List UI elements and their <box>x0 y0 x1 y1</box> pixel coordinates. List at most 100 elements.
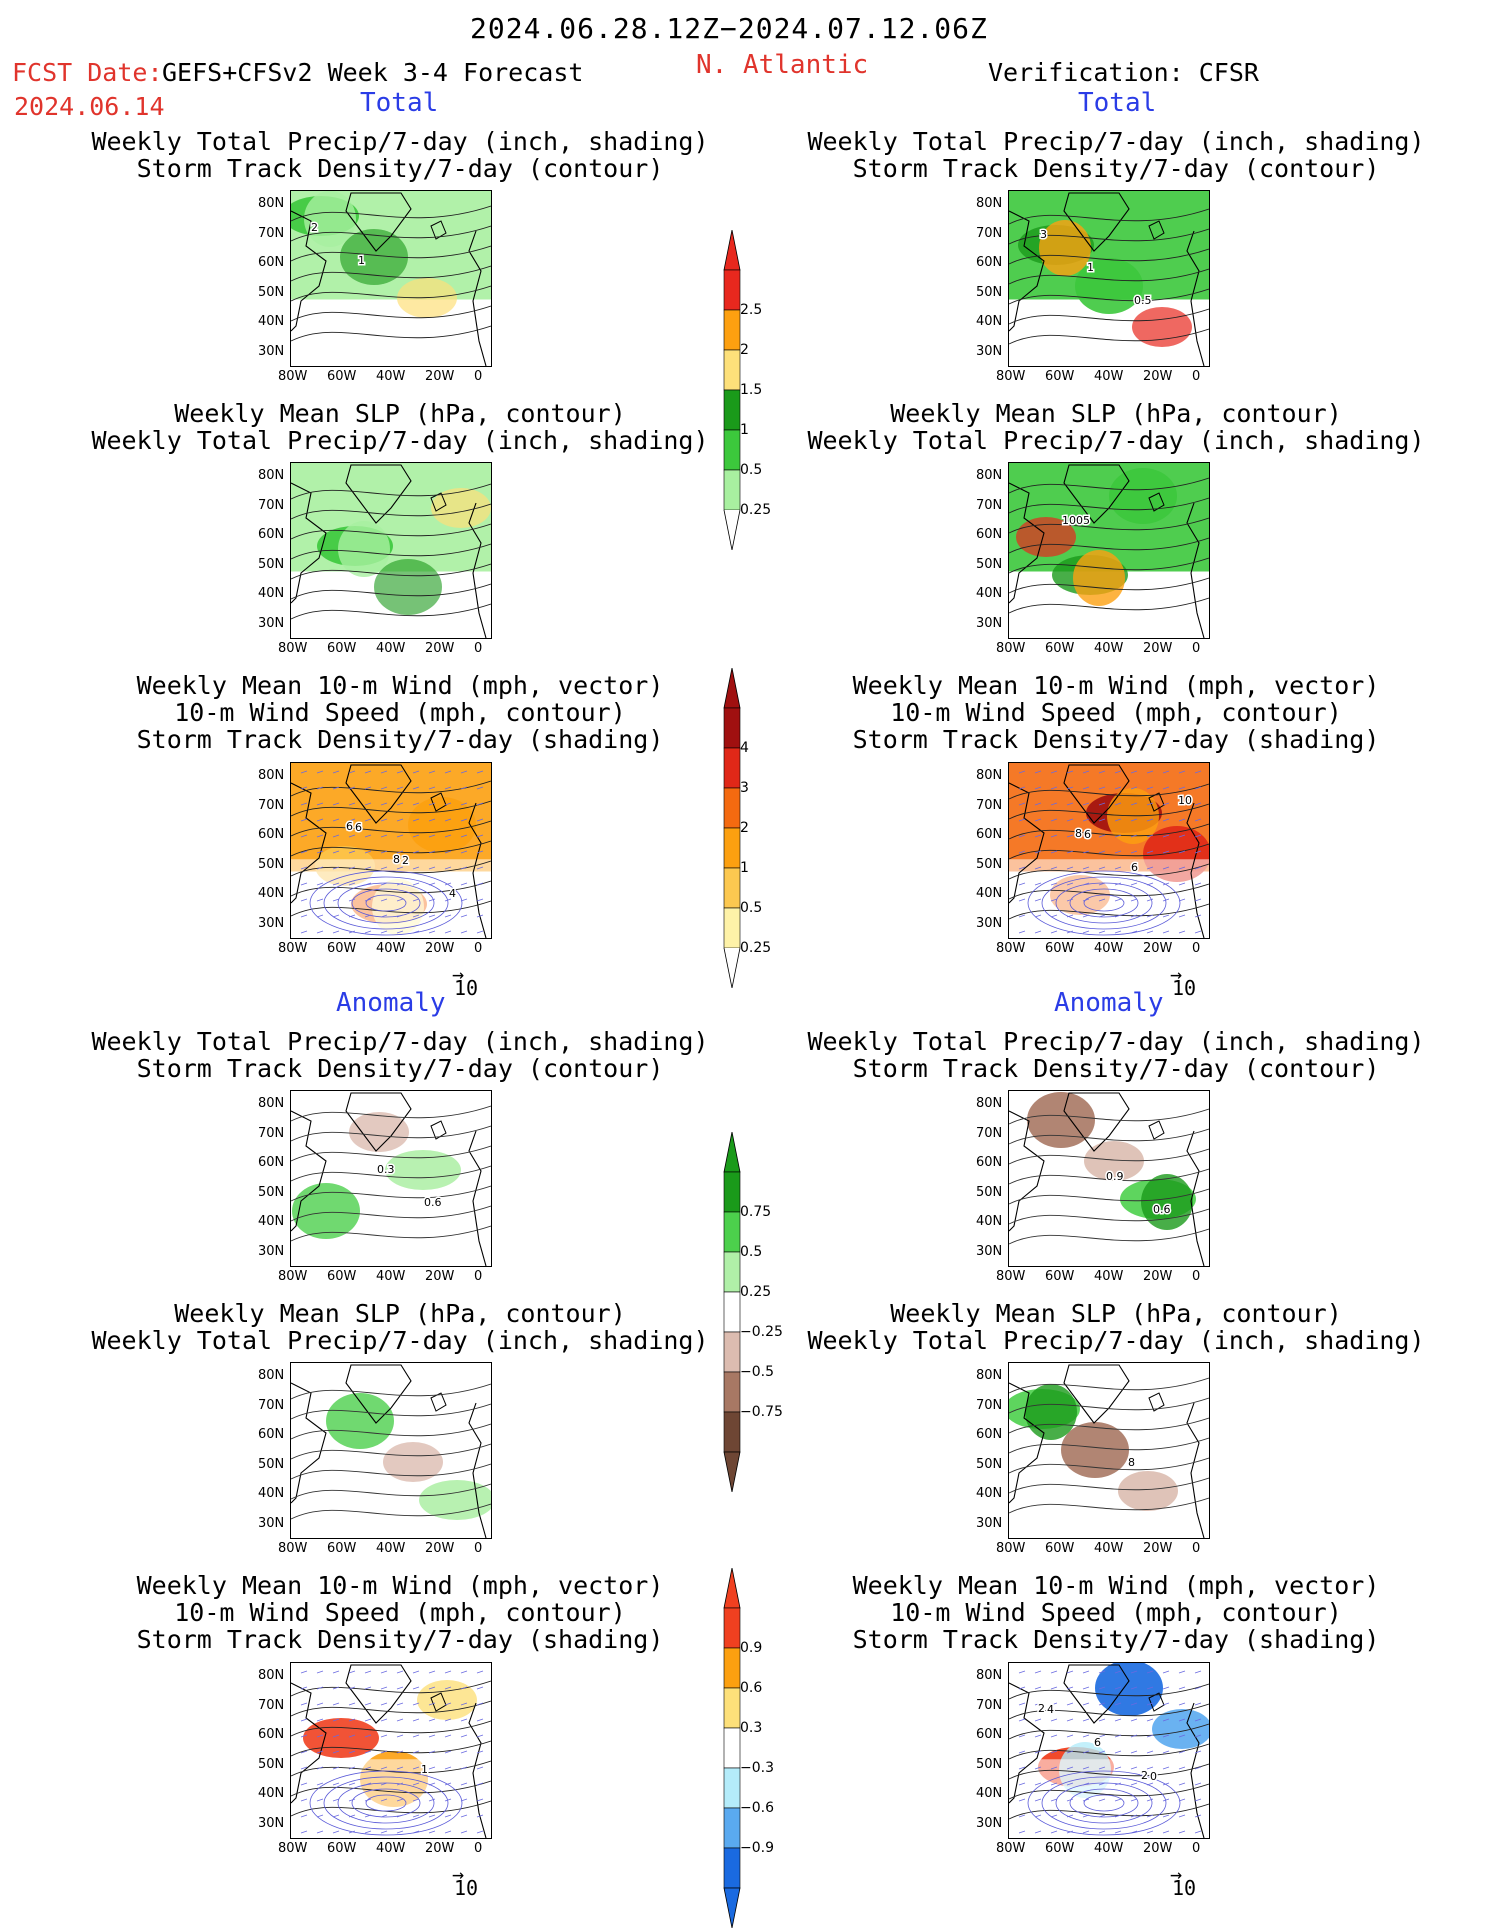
shading-region <box>1027 1092 1095 1148</box>
contour-label: 10 <box>1178 794 1192 807</box>
wind-vector <box>332 1686 340 1690</box>
wind-vector <box>348 1766 356 1770</box>
greenland-coast <box>345 1092 412 1152</box>
wind-vector <box>1034 1814 1042 1818</box>
wind-vector <box>1082 834 1090 838</box>
contour-line <box>1009 1228 1209 1245</box>
lon-tick-label: 80W <box>278 941 308 956</box>
wind-vector <box>300 1750 308 1754</box>
americas-coast <box>291 1382 327 1504</box>
wind-vector <box>1194 818 1202 822</box>
wind-vector <box>1034 898 1042 902</box>
wind-contour <box>323 876 449 930</box>
wind-vector <box>380 1830 388 1834</box>
contour-line <box>291 285 491 302</box>
wind-vector <box>1050 850 1058 854</box>
wind-vector <box>300 1734 308 1738</box>
europe-africa-coast <box>468 1702 487 1838</box>
wind-vector <box>1082 914 1090 918</box>
wind-vector <box>1194 850 1202 854</box>
wind-vector <box>348 1798 356 1802</box>
colorbar-label: 0.75 <box>740 1204 772 1220</box>
contour-line <box>1009 497 1209 514</box>
map-R3: 6 6 10 8 <box>1008 762 1210 939</box>
wind-vector <box>1114 1798 1122 1802</box>
wind-vector <box>1050 834 1058 838</box>
wind-vector <box>1178 786 1186 790</box>
wind-vector <box>316 818 324 822</box>
wind-vector <box>1162 1734 1170 1738</box>
contour-line <box>1009 228 1209 245</box>
wind-vector <box>396 1718 404 1722</box>
wind-vector <box>1050 786 1058 790</box>
wind-vector <box>476 930 484 934</box>
wind-vector <box>1162 1830 1170 1834</box>
wind-vector <box>444 1734 452 1738</box>
contour-line <box>1009 1377 1209 1394</box>
lon-tick-label: 20W <box>1143 369 1173 384</box>
wind-vector <box>1018 1830 1026 1834</box>
wind-contour <box>1069 1788 1139 1818</box>
wind-vector <box>348 802 356 806</box>
wind-vector <box>1066 882 1074 886</box>
fcst-date: 2024.06.14 <box>14 92 165 121</box>
contour-line <box>291 563 491 580</box>
europe-africa-coast <box>468 502 487 638</box>
wind-vector <box>1066 770 1074 774</box>
colorbar-label: 2 <box>740 342 749 358</box>
wind-vector <box>1050 1734 1058 1738</box>
colorbar-arrow-top <box>723 1132 741 1173</box>
wind-vector <box>1050 1718 1058 1722</box>
iceland-coast <box>430 1120 447 1140</box>
wind-vector <box>1178 1830 1186 1834</box>
wind-vector <box>380 914 388 918</box>
wind-vector <box>1098 802 1106 806</box>
wind-vector <box>396 1830 404 1834</box>
wind-vector <box>1034 1798 1042 1802</box>
lon-tick-label: 40W <box>376 1541 406 1556</box>
lon-tick-label: 60W <box>327 641 357 656</box>
contour-label: 0.9 <box>1106 1170 1124 1183</box>
wind-vector <box>1082 930 1090 934</box>
wind-vector <box>1178 1702 1186 1706</box>
shading-region <box>419 1480 491 1520</box>
wind-vector <box>1066 834 1074 838</box>
colorbar-arrow-top <box>723 668 741 709</box>
wind-vector <box>1114 914 1122 918</box>
wind-vector <box>1066 1750 1074 1754</box>
lat-tick-label: 30N <box>258 1815 285 1831</box>
lat-tick-label: 40N <box>258 314 285 329</box>
wind-vector <box>460 1734 468 1738</box>
contour-line <box>1009 268 1209 285</box>
colorbar-swatch <box>723 269 741 311</box>
lon-tick-label: 0 <box>1192 1269 1201 1284</box>
wind-vector <box>1098 1750 1106 1754</box>
contour-line <box>291 840 491 857</box>
wind-vector <box>1018 1718 1026 1722</box>
map-canvas: 0 4 6 2 2 <box>1009 1663 1209 1838</box>
lon-tick-label: 0 <box>474 641 483 656</box>
wind-vector <box>1098 770 1106 774</box>
contour-line <box>1009 1397 1209 1414</box>
vector-ref-L3: → 10 <box>452 962 479 1000</box>
greenland-coast <box>345 192 412 252</box>
wind-vector <box>1050 1750 1058 1754</box>
lat-tick-label: 70N <box>976 1697 1003 1713</box>
wind-vector <box>1146 1830 1154 1834</box>
lat-tick-label: 50N <box>258 556 285 572</box>
lat-tick-label: 30N <box>976 615 1003 631</box>
americas-coast <box>1009 782 1045 904</box>
wind-vector <box>1162 770 1170 774</box>
contour-label: 1 <box>1087 261 1094 274</box>
contour-line <box>1009 288 1209 305</box>
wind-vector <box>1082 1686 1090 1690</box>
contour-label: 4 <box>1047 1703 1054 1716</box>
contour-label: 6 <box>1131 861 1138 874</box>
wind-vector <box>1194 898 1202 902</box>
wind-vector <box>460 1670 468 1674</box>
wind-vector <box>396 802 404 806</box>
wind-vector <box>396 898 404 902</box>
wind-vector <box>1162 1814 1170 1818</box>
lon-tick-label: 80W <box>996 1541 1026 1556</box>
contour-label: 1 <box>421 1763 428 1776</box>
